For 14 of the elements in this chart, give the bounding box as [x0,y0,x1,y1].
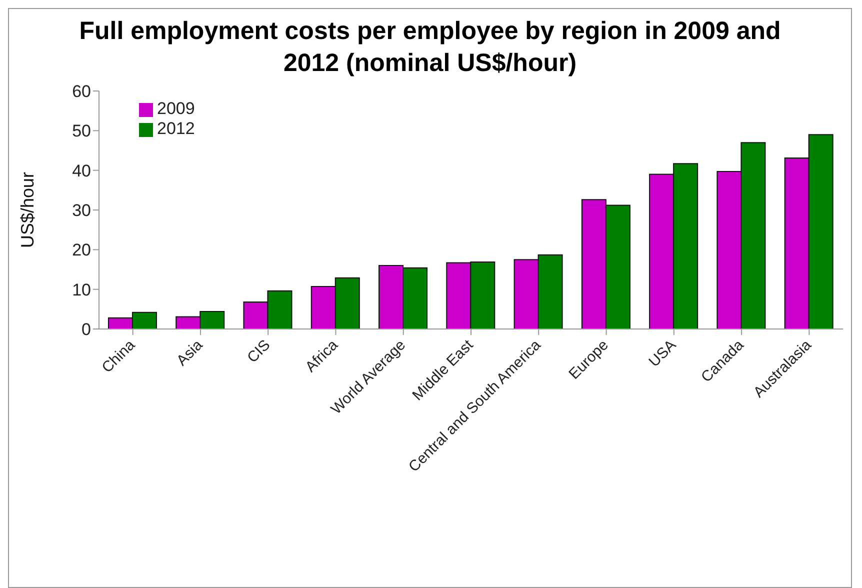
legend-label: 2012 [157,119,195,138]
y-tick-label: 10 [72,280,91,300]
y-tick-label: 40 [72,161,91,180]
x-tick-label: CIS [244,336,274,366]
y-tick-label: 50 [72,122,91,141]
y-tick-label: 60 [72,82,91,102]
chart-title: Full employment costs per employee by region in 2009 and 2012 (nominal US$/hour) [78,16,782,79]
y-tick-label: 30 [72,201,91,220]
y-axis-title: US$/hour [17,172,38,248]
y-tick-label: 0 [82,320,91,340]
x-tick-label: USA [646,336,680,370]
legend-label: 2009 [157,99,195,118]
y-tick-label: 20 [72,240,91,260]
x-tick-label: Asia [173,336,207,370]
